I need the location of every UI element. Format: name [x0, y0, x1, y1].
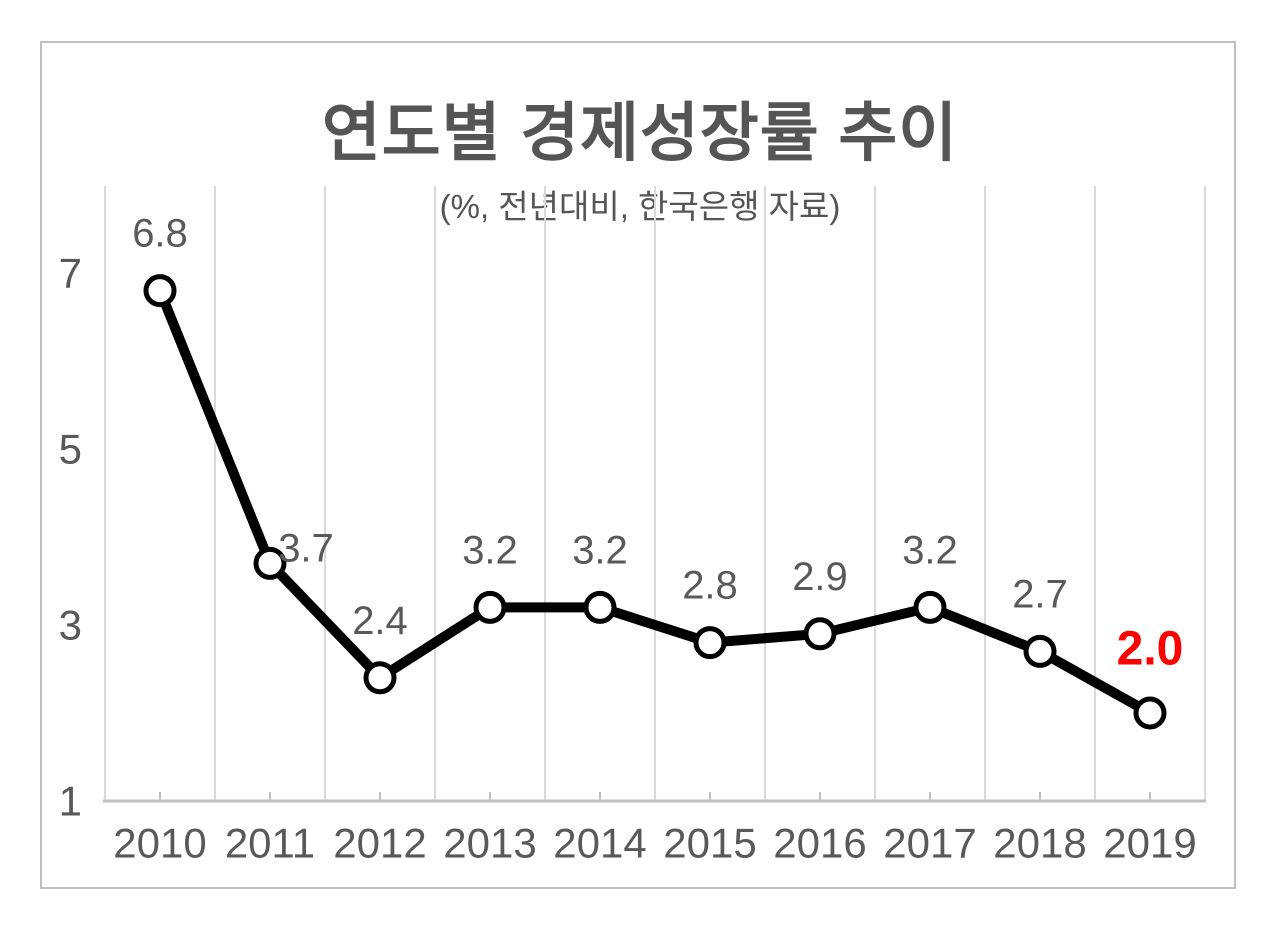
y-tick-label: 7 [59, 250, 82, 297]
data-label: 3.2 [462, 528, 518, 572]
x-tick-label: 2017 [883, 820, 976, 867]
data-point-marker [583, 590, 617, 624]
data-point-marker [693, 626, 727, 660]
x-tick-label: 2015 [663, 820, 756, 867]
data-point-marker [363, 661, 397, 695]
data-label: 2.9 [792, 555, 848, 599]
data-label: 3.7 [278, 526, 334, 570]
data-label: 3.2 [572, 528, 628, 572]
data-label-highlight: 2.0 [1117, 623, 1184, 676]
data-label: 2.7 [1012, 572, 1068, 616]
data-point-marker [143, 274, 177, 308]
y-tick-label: 3 [59, 602, 82, 649]
x-tick-label: 2018 [993, 820, 1086, 867]
x-tick-label: 2016 [773, 820, 866, 867]
x-tick-label: 2013 [443, 820, 536, 867]
y-tick-label: 1 [59, 778, 82, 825]
x-tick-label: 2012 [333, 820, 426, 867]
series-line [155, 285, 1155, 718]
data-point-marker [473, 590, 507, 624]
data-label: 6.8 [132, 212, 188, 256]
x-tick-label: 2014 [553, 820, 646, 867]
x-tick-label: 2011 [225, 820, 315, 867]
data-label: 2.4 [352, 599, 408, 643]
x-tick-label: 2019 [1103, 820, 1196, 867]
data-point-marker [803, 617, 837, 651]
chart-subtitle: (%, 전년대비, 한국은행 자료) [439, 188, 841, 225]
y-tick-label: 5 [59, 426, 82, 473]
data-point-marker [1133, 696, 1167, 730]
data-label: 2.8 [682, 564, 738, 608]
chart-title: 연도별 경제성장률 추이 [321, 97, 959, 169]
data-point-marker [913, 590, 947, 624]
data-point-marker [1023, 634, 1057, 668]
data-point-marker [253, 546, 287, 580]
data-label: 3.2 [902, 528, 958, 572]
x-tick-label: 2010 [113, 820, 206, 867]
chart-border [40, 41, 1236, 889]
